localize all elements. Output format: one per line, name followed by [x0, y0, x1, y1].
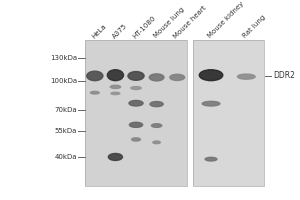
Text: A375: A375 [111, 22, 128, 39]
Ellipse shape [152, 124, 162, 127]
Text: DDR2: DDR2 [273, 71, 295, 80]
Text: HeLa: HeLa [91, 23, 107, 39]
Bar [85, 40, 188, 186]
Text: HT-1080: HT-1080 [132, 14, 157, 39]
Ellipse shape [110, 85, 121, 88]
Bar [85, 40, 188, 186]
Ellipse shape [170, 74, 184, 80]
Text: 55kDa: 55kDa [55, 128, 77, 134]
Ellipse shape [108, 153, 122, 160]
Bar [194, 40, 264, 186]
Ellipse shape [128, 72, 144, 80]
Bar [194, 40, 264, 186]
Ellipse shape [131, 87, 141, 89]
Ellipse shape [129, 100, 143, 106]
Ellipse shape [149, 74, 164, 81]
Bar [194, 40, 264, 186]
Ellipse shape [205, 157, 217, 161]
Ellipse shape [132, 138, 140, 141]
Text: 70kDa: 70kDa [55, 107, 77, 113]
Ellipse shape [150, 102, 163, 107]
Ellipse shape [238, 74, 255, 79]
Text: Rat lung: Rat lung [242, 14, 267, 39]
Ellipse shape [111, 92, 120, 95]
Ellipse shape [87, 71, 103, 81]
Text: Mouse lung: Mouse lung [152, 7, 185, 39]
Text: 130kDa: 130kDa [50, 55, 77, 61]
Bar [85, 40, 188, 186]
Ellipse shape [129, 122, 142, 127]
Ellipse shape [153, 141, 160, 144]
Ellipse shape [107, 70, 124, 81]
Text: 40kDa: 40kDa [55, 154, 77, 160]
Text: Mouse heart: Mouse heart [173, 4, 208, 39]
Text: Mouse kidney: Mouse kidney [207, 1, 245, 39]
Ellipse shape [202, 101, 220, 106]
Ellipse shape [90, 91, 99, 94]
Text: 100kDa: 100kDa [50, 78, 77, 84]
Ellipse shape [199, 70, 223, 81]
